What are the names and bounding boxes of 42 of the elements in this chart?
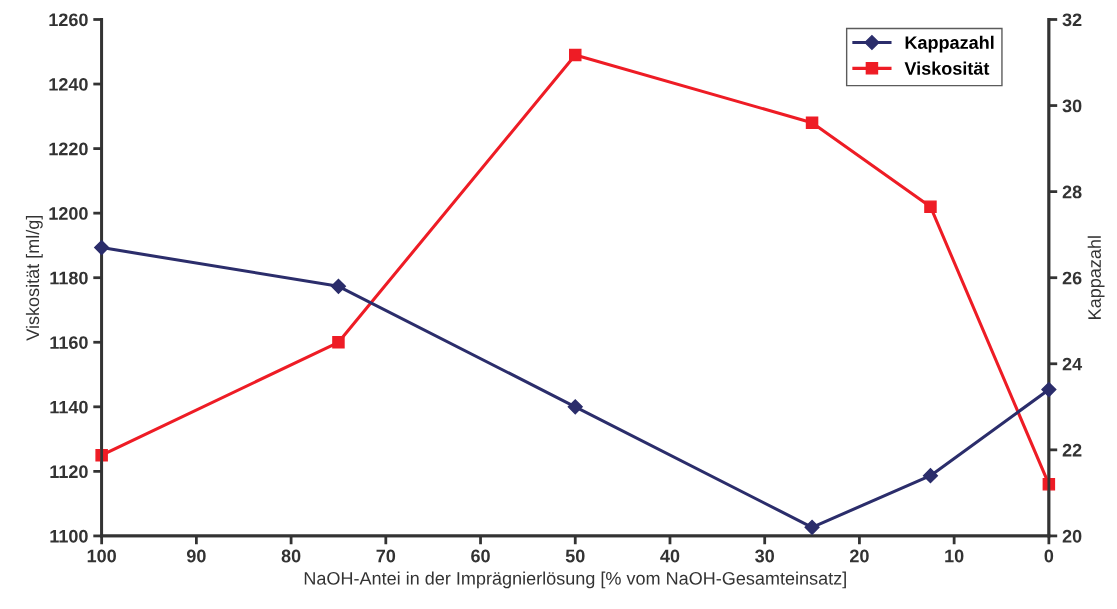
x-tick-label: 30 — [755, 549, 774, 563]
x-tick-label: 60 — [471, 549, 490, 563]
point — [924, 200, 937, 213]
x-tick-label: 40 — [660, 549, 680, 563]
point — [567, 399, 583, 415]
y-tick-label: 1240 — [49, 77, 88, 91]
x-tick-label: 90 — [186, 549, 206, 563]
y2-axis-title: Kappazahl — [1087, 236, 1105, 319]
point — [804, 519, 820, 535]
y2-tick-label: 32 — [1062, 13, 1082, 27]
point — [569, 48, 582, 62]
x-tick-label: 70 — [376, 549, 396, 563]
y-tick-label: 1220 — [49, 142, 88, 156]
point — [1041, 382, 1057, 398]
y-tick-label: 1180 — [50, 271, 88, 285]
y2-tick-label: 26 — [1062, 271, 1082, 285]
point — [330, 278, 347, 294]
y-tick-label: 1100 — [50, 529, 88, 543]
point — [94, 240, 110, 256]
y2-tick-label: 20 — [1062, 529, 1082, 543]
x-tick-label: 50 — [565, 549, 585, 563]
x-tick-label: 100 — [87, 549, 116, 563]
legend-label: Kappazahl — [905, 35, 994, 53]
legend-label: Viskosität — [904, 61, 990, 75]
x-tick-label: 10 — [945, 549, 964, 563]
y-tick-label: 1120 — [50, 465, 88, 479]
point — [922, 468, 939, 484]
y-tick-label: 1200 — [49, 207, 88, 220]
y2-tick-label: 22 — [1062, 443, 1082, 457]
point — [805, 116, 819, 130]
y2-tick-label: 28 — [1062, 185, 1082, 199]
y2-tick-label: 24 — [1062, 357, 1083, 371]
y2-tick-label: 30 — [1062, 99, 1082, 113]
x-tick-label: 20 — [850, 549, 869, 563]
y-tick-label: 1140 — [50, 400, 88, 414]
point — [332, 336, 345, 349]
x-tick-label: 80 — [281, 549, 301, 563]
x-tick-label: 0 — [1044, 549, 1054, 563]
y-tick-label: 1260 — [49, 13, 88, 27]
y-axis-title: Viskosität [ml/g] — [25, 215, 43, 341]
y-tick-label: 1160 — [50, 336, 88, 349]
x-axis-title: NaOH-Antei in der Imprägnierlösung [% vom NaOH-Gesamteinsatz] — [304, 571, 846, 589]
